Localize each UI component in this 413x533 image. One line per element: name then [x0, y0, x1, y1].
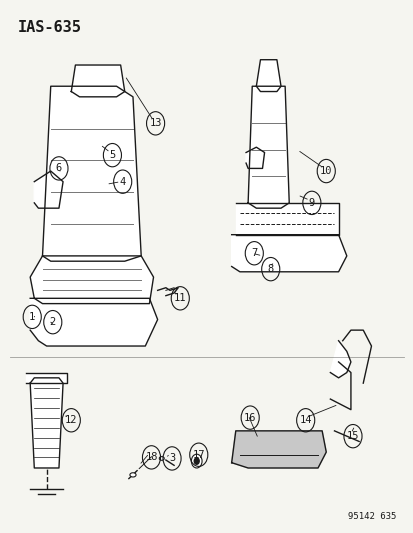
- Text: 16: 16: [243, 413, 256, 423]
- Polygon shape: [43, 86, 141, 261]
- Text: 5: 5: [109, 150, 115, 160]
- Ellipse shape: [159, 457, 164, 461]
- Polygon shape: [330, 341, 350, 378]
- Polygon shape: [34, 171, 63, 208]
- Polygon shape: [245, 147, 264, 168]
- Polygon shape: [26, 373, 67, 383]
- Text: 4: 4: [119, 176, 126, 187]
- Text: 18: 18: [145, 453, 157, 463]
- Text: 15: 15: [346, 431, 358, 441]
- Polygon shape: [30, 298, 157, 346]
- Text: 2: 2: [50, 317, 56, 327]
- Text: 3: 3: [169, 454, 175, 463]
- Polygon shape: [71, 65, 124, 97]
- Text: 6: 6: [56, 164, 62, 173]
- Text: 9: 9: [308, 198, 314, 208]
- Text: 12: 12: [65, 415, 77, 425]
- Text: 95142 635: 95142 635: [347, 512, 395, 521]
- Polygon shape: [256, 60, 280, 92]
- Circle shape: [191, 454, 202, 468]
- Text: 7: 7: [251, 248, 257, 259]
- Circle shape: [194, 458, 199, 464]
- Text: 1: 1: [29, 312, 35, 322]
- Text: 13: 13: [149, 118, 161, 128]
- Polygon shape: [231, 235, 346, 272]
- Polygon shape: [247, 86, 289, 208]
- Text: 10: 10: [319, 166, 332, 176]
- Text: 14: 14: [299, 415, 311, 425]
- Polygon shape: [235, 203, 338, 235]
- Polygon shape: [30, 378, 63, 468]
- Text: 8: 8: [267, 264, 273, 274]
- Ellipse shape: [130, 473, 136, 477]
- Text: 11: 11: [173, 293, 186, 303]
- Polygon shape: [30, 256, 153, 304]
- Polygon shape: [231, 431, 325, 468]
- Text: IAS-635: IAS-635: [18, 20, 81, 35]
- Text: 17: 17: [192, 450, 204, 460]
